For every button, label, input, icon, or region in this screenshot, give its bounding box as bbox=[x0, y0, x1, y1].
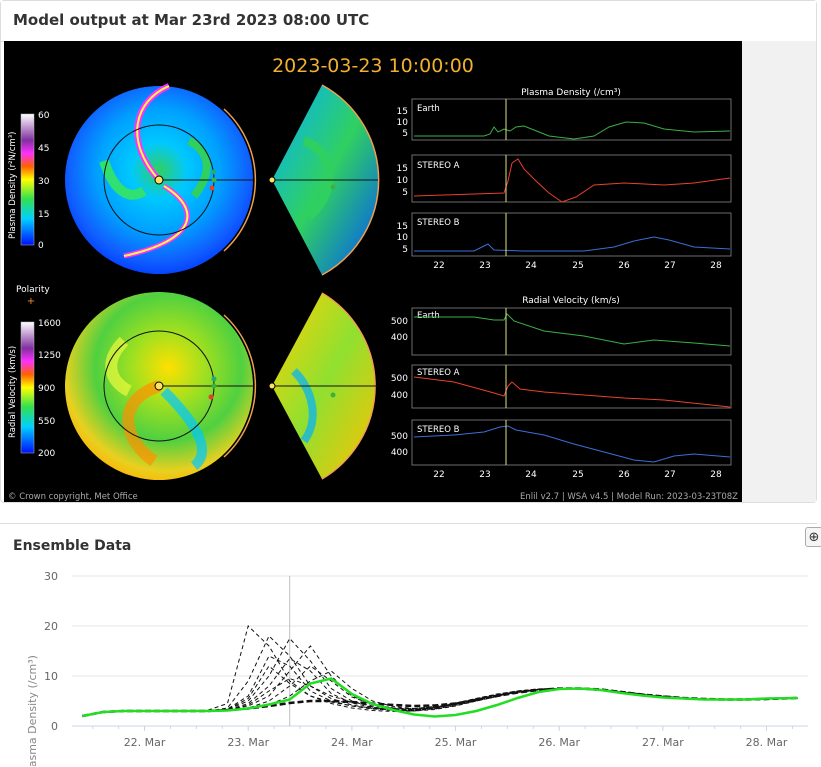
svg-text:45: 45 bbox=[38, 144, 49, 154]
svg-text:5: 5 bbox=[402, 188, 408, 198]
svg-text:STEREO B: STEREO B bbox=[417, 425, 460, 435]
svg-text:Earth: Earth bbox=[417, 311, 440, 321]
svg-text:STEREO B: STEREO B bbox=[417, 218, 460, 228]
svg-text:400: 400 bbox=[391, 448, 408, 458]
svg-text:500: 500 bbox=[391, 317, 408, 327]
svg-text:24: 24 bbox=[525, 261, 537, 271]
svg-text:500: 500 bbox=[391, 374, 408, 384]
x-tick-label: 23. Mar bbox=[227, 736, 269, 749]
ensemble-highlight-line bbox=[82, 677, 798, 718]
x-tick-label: 22. Mar bbox=[124, 736, 166, 749]
svg-text:28: 28 bbox=[710, 470, 722, 480]
svg-text:200: 200 bbox=[38, 449, 55, 459]
svg-text:22: 22 bbox=[433, 470, 444, 480]
y-tick-label: 0 bbox=[51, 720, 58, 733]
ensemble-member-line bbox=[82, 645, 798, 717]
x-tick-label: 24. Mar bbox=[331, 736, 373, 749]
svg-text:24: 24 bbox=[525, 470, 537, 480]
y-tick-label: 30 bbox=[44, 570, 58, 583]
velocity-panel-stereo-b: STEREO B 500 400 bbox=[391, 419, 732, 466]
density-panel-earth: Earth 15 10 5 bbox=[397, 98, 732, 141]
svg-text:10: 10 bbox=[397, 118, 409, 128]
svg-text:15: 15 bbox=[38, 210, 49, 220]
svg-text:27: 27 bbox=[664, 261, 675, 271]
svg-text:26: 26 bbox=[618, 261, 630, 271]
svg-text:5: 5 bbox=[402, 129, 408, 139]
svg-text:0: 0 bbox=[38, 241, 44, 251]
model-version-text: Enlil v2.7 | WSA v4.5 | Model Run: 2023-… bbox=[520, 492, 738, 502]
ensemble-member-line bbox=[82, 637, 798, 717]
svg-text:1250: 1250 bbox=[38, 351, 61, 361]
svg-text:25: 25 bbox=[572, 261, 583, 271]
density-disk-view bbox=[65, 83, 257, 274]
y-tick-label: 20 bbox=[44, 620, 58, 633]
velocity-timeseries-title: Radial Velocity (km/s) bbox=[522, 296, 620, 306]
density-panel-stereo-b: STEREO B 15 10 5 bbox=[397, 212, 732, 257]
model-output-header bbox=[1, 1, 816, 42]
density-colorbar-label: Plasma Density (r²N/cm³) bbox=[8, 132, 18, 239]
velocity-meridional-view bbox=[268, 292, 378, 480]
svg-text:Earth: Earth bbox=[417, 104, 440, 114]
svg-text:5: 5 bbox=[402, 245, 408, 255]
svg-text:400: 400 bbox=[391, 333, 408, 343]
density-panel-stereo-a: STEREO A 15 10 5 bbox=[397, 154, 732, 203]
ensemble-y-axis-label: Plasma Density (/cm³) bbox=[26, 655, 39, 766]
density-meridional-view bbox=[268, 84, 380, 276]
svg-text:15: 15 bbox=[397, 164, 408, 174]
x-tick-label: 25. Mar bbox=[435, 736, 477, 749]
model-output-title: Model output at Mar 23rd 2023 08:00 UTC bbox=[13, 11, 370, 29]
svg-text:28: 28 bbox=[710, 261, 722, 271]
svg-text:STEREO A: STEREO A bbox=[417, 161, 460, 171]
density-day-ticks: 22 23 24 25 26 27 28 bbox=[433, 261, 722, 271]
svg-text:15: 15 bbox=[397, 107, 408, 117]
svg-text:60: 60 bbox=[38, 111, 50, 121]
ensemble-member-line bbox=[82, 625, 798, 717]
velocity-day-ticks: 22 23 24 25 26 27 28 bbox=[433, 470, 722, 480]
svg-text:500: 500 bbox=[391, 432, 408, 442]
svg-text:10: 10 bbox=[397, 233, 409, 243]
y-tick-label: 10 bbox=[44, 670, 58, 683]
velocity-colorbar-label: Radial Velocity (km/s) bbox=[8, 346, 18, 438]
ensemble-chart[interactable]: Plasma Density (/cm³) 30 20 10 0 22. Mar 23.… bbox=[0, 556, 821, 766]
svg-text:22: 22 bbox=[433, 261, 444, 271]
svg-text:26: 26 bbox=[618, 470, 630, 480]
copyright-text: © Crown copyright, Met Office bbox=[8, 492, 138, 502]
model-timestamp: 2023-03-23 10:00:00 bbox=[272, 55, 474, 77]
svg-text:23: 23 bbox=[479, 261, 490, 271]
svg-text:30: 30 bbox=[38, 177, 50, 187]
svg-text:900: 900 bbox=[38, 384, 55, 394]
svg-text:400: 400 bbox=[391, 391, 408, 401]
polarity-symbol: + bbox=[27, 296, 35, 307]
download-icon[interactable]: ⊕ bbox=[805, 527, 821, 547]
x-tick-label: 27. Mar bbox=[642, 736, 684, 749]
velocity-panel-stereo-a: STEREO A 500 400 bbox=[391, 364, 732, 409]
velocity-panel-earth: Earth 500 400 bbox=[391, 307, 732, 356]
svg-text:15: 15 bbox=[397, 222, 408, 232]
side-strip bbox=[742, 41, 816, 502]
ensemble-member-line bbox=[82, 670, 798, 717]
polarity-label: Polarity bbox=[16, 285, 50, 295]
density-colorbar: 60 45 30 15 0 Plasma Density (r²N/cm³) bbox=[8, 111, 50, 251]
ensemble-title: Ensemble Data bbox=[13, 538, 132, 554]
velocity-disk-view bbox=[65, 292, 257, 480]
svg-text:27: 27 bbox=[664, 470, 675, 480]
velocity-colorbar: 1600 1250 900 550 200 Radial Velocity (k… bbox=[8, 319, 61, 459]
svg-text:23: 23 bbox=[479, 470, 490, 480]
svg-text:1600: 1600 bbox=[38, 319, 61, 329]
svg-text:10: 10 bbox=[397, 176, 409, 186]
svg-text:STEREO A: STEREO A bbox=[417, 368, 460, 378]
density-timeseries-title: Plasma Density (/cm³) bbox=[521, 88, 621, 98]
model-output-image[interactable]: 2023-03-23 10:00:00 60 45 30 15 0 Plasma… bbox=[4, 41, 742, 502]
svg-text:550: 550 bbox=[38, 417, 55, 427]
x-tick-label: 28. Mar bbox=[746, 736, 788, 749]
svg-text:25: 25 bbox=[572, 470, 583, 480]
x-tick-label: 26. Mar bbox=[538, 736, 580, 749]
